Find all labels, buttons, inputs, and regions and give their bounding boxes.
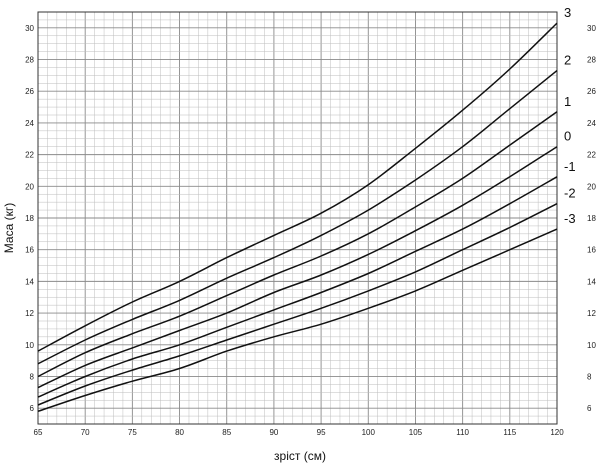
series-line	[37, 111, 558, 378]
x-tick-label: 100	[362, 428, 376, 437]
x-tick-label: 70	[81, 428, 90, 437]
y-tick-label-right: 22	[587, 151, 596, 160]
y-tick-label-right: 8	[587, 372, 592, 381]
y-tick-label-left: 30	[25, 24, 34, 33]
grid	[37, 11, 558, 425]
y-tick-label-left: 22	[25, 151, 34, 160]
x-tick-label: 80	[175, 428, 184, 437]
x-tick-label: 65	[34, 428, 43, 437]
y-tick-label-left: 12	[25, 309, 34, 318]
series-label: 3	[564, 5, 571, 20]
y-tick-label-right: 18	[587, 214, 596, 223]
y-tick-label-left: 20	[25, 182, 34, 191]
y-tick-label-right: 12	[587, 309, 596, 318]
y-tick-label-left: 28	[25, 56, 34, 65]
x-tick-label: 90	[269, 428, 278, 437]
series-line	[37, 70, 558, 365]
series-label: 2	[564, 53, 571, 68]
y-tick-label-left: 8	[30, 372, 35, 381]
series-label: 1	[564, 94, 571, 109]
x-axis-title: зріст (см)	[274, 449, 326, 463]
series-label: -3	[564, 211, 576, 226]
x-tick-label: 105	[409, 428, 423, 437]
y-tick-label-left: 16	[25, 246, 34, 255]
y-tick-label-right: 20	[587, 182, 596, 191]
series-line	[37, 176, 558, 398]
y-tick-label-left: 14	[25, 277, 34, 286]
y-tick-label-left: 24	[25, 119, 34, 128]
x-tick-label: 75	[128, 428, 137, 437]
y-tick-label-right: 30	[587, 24, 596, 33]
series-line	[37, 22, 558, 352]
x-tick-label: 110	[456, 428, 469, 437]
series-label: -1	[564, 159, 576, 174]
y-tick-label-right: 16	[587, 246, 596, 255]
y-tick-label-left: 26	[25, 87, 34, 96]
y-tick-label-left: 18	[25, 214, 34, 223]
y-tick-label-right: 28	[587, 56, 596, 65]
series-lines	[37, 22, 558, 413]
series-line	[37, 203, 558, 406]
y-axis-title: Маса (кг)	[2, 203, 16, 253]
series-line	[37, 146, 558, 389]
series-label: -2	[564, 186, 576, 201]
x-tick-label: 95	[317, 428, 326, 437]
y-tick-label-right: 6	[587, 404, 592, 413]
y-tick-label-right: 14	[587, 277, 596, 286]
y-tick-label-left: 10	[25, 341, 34, 350]
y-tick-label-right: 26	[587, 87, 596, 96]
series-label: 0	[564, 129, 571, 144]
y-tick-label-left: 6	[30, 404, 35, 413]
series-labels: 3 2 1 0 -1 -2 -3	[564, 5, 576, 226]
y-tick-label-right: 24	[587, 119, 596, 128]
series-line	[37, 228, 558, 413]
x-tick-label: 85	[222, 428, 231, 437]
tick-labels: 65 70 75 80 85 90 95 100 105 110 115 12068101214161…	[25, 24, 596, 437]
y-tick-label-right: 10	[587, 341, 596, 350]
x-tick-label: 120	[550, 428, 564, 437]
x-tick-label: 115	[503, 428, 516, 437]
plot-frame	[37, 11, 558, 425]
